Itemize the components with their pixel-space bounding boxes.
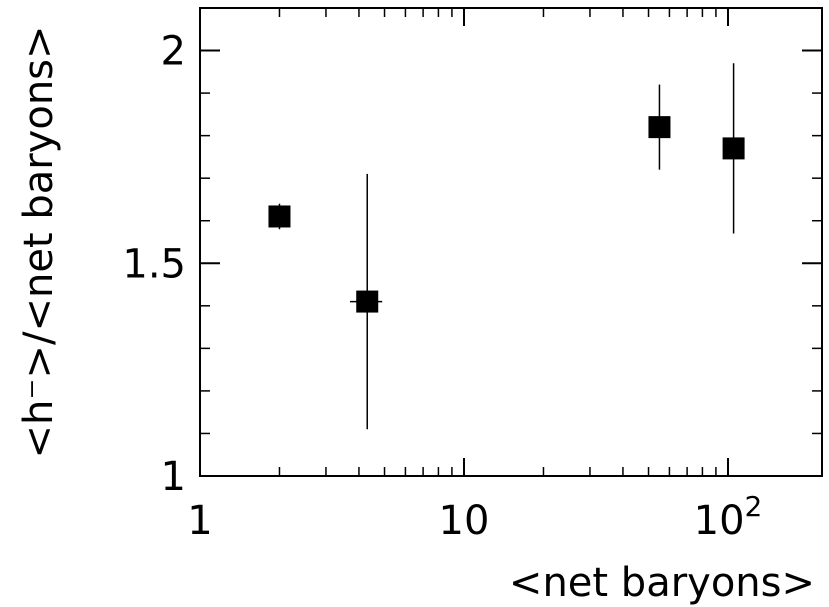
x-tick-label: 1 xyxy=(187,498,212,544)
data-point-marker xyxy=(648,116,671,139)
y-tick-label: 2 xyxy=(161,29,186,75)
y-axis-title: <h⁻>/<net baryons> xyxy=(16,25,62,458)
minor-ticks xyxy=(200,8,822,476)
error-bars xyxy=(278,63,743,430)
plot-frame xyxy=(199,7,823,477)
data-point-marker xyxy=(268,205,291,228)
x-axis-title: <net baryons> xyxy=(509,560,815,606)
y-tick-label: 1.5 xyxy=(122,241,186,287)
major-ticks xyxy=(199,8,822,477)
x-tick-label: 102 xyxy=(694,490,763,544)
markers xyxy=(268,116,745,313)
y-tick-label: 1 xyxy=(161,454,186,500)
data-point-marker xyxy=(722,137,745,160)
data-point-marker xyxy=(356,290,379,313)
x-tick-label: 10 xyxy=(439,498,490,544)
x-tick-exponent: 2 xyxy=(745,490,763,523)
tick-labels: 1 10 102 1 1.5 2 xyxy=(122,29,762,544)
